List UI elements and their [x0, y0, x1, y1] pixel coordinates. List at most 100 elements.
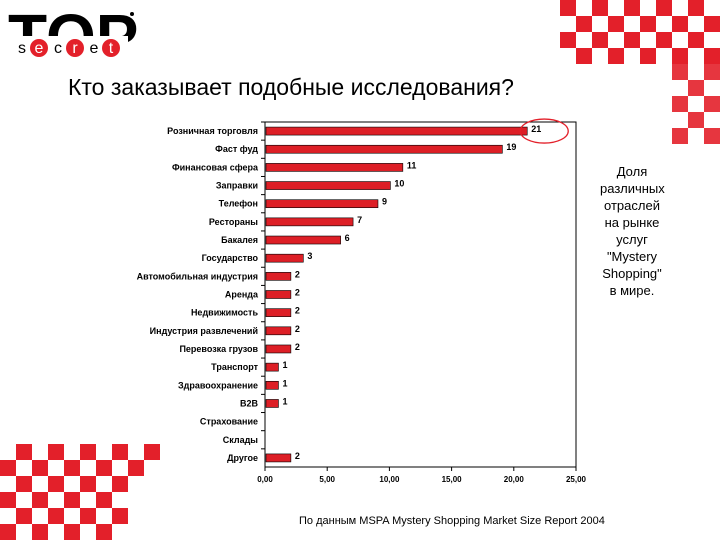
value-label: 6 [345, 233, 350, 243]
checker-square [96, 524, 112, 540]
checker-square [16, 476, 32, 492]
logo-letter: e [90, 40, 99, 57]
value-label: 2 [295, 269, 300, 279]
checker-square [592, 0, 608, 16]
checker-square [640, 48, 656, 64]
checker-square [32, 492, 48, 508]
checker-square [688, 0, 704, 16]
checker-square [0, 492, 16, 508]
bar [265, 144, 503, 154]
source-note: По данным MSPA Mystery Shopping Market S… [299, 515, 605, 527]
checker-square [48, 476, 64, 492]
checker-square [656, 0, 672, 16]
bar [265, 399, 279, 408]
checker-square [96, 460, 112, 476]
category-label: Склады [223, 435, 259, 445]
checker-square [576, 16, 592, 32]
category-label: Государство [202, 253, 259, 263]
checker-square [16, 444, 32, 460]
bar [265, 126, 528, 136]
side-note: Доля различных отраслей на рынке услуг "… [600, 164, 665, 298]
logo-letter: e [35, 40, 44, 57]
checker-square [80, 508, 96, 524]
bar [265, 235, 341, 245]
x-tick-label: 15,00 [442, 475, 463, 484]
category-label: Страхование [200, 417, 258, 427]
checker-square [688, 112, 704, 128]
value-label: 9 [382, 197, 387, 207]
checker-square [80, 444, 96, 460]
checker-square [48, 444, 64, 460]
checker-square [672, 64, 688, 80]
value-label: 7 [357, 215, 362, 225]
value-label: 2 [295, 288, 300, 298]
checker-square [624, 0, 640, 16]
checker-square [576, 48, 592, 64]
bar [265, 362, 279, 372]
logo-letter: t [109, 40, 114, 57]
checker-square [704, 96, 720, 112]
value-label: 1 [282, 396, 287, 406]
logo-letter-circle [30, 39, 48, 57]
checker-square [112, 476, 128, 492]
checker-square [560, 0, 576, 16]
x-tick-label: 10,00 [379, 475, 400, 484]
category-label: Фаст фуд [215, 144, 258, 154]
category-label: Транспорт [211, 362, 258, 372]
category-label: Другое [227, 453, 258, 463]
x-tick-label: 5,00 [319, 475, 335, 484]
value-label: 19 [506, 142, 516, 152]
checker-square [688, 80, 704, 96]
slide-title: Кто заказывает подобные исследования? [68, 74, 514, 100]
bar [265, 199, 379, 209]
checker-square [64, 492, 80, 508]
checker-square [704, 128, 720, 144]
logo-letter: r [72, 40, 78, 57]
checker-square [112, 508, 128, 524]
category-label: Здравоохранение [178, 380, 258, 390]
checker-square [608, 16, 624, 32]
highlight-ellipse [519, 118, 569, 144]
checker-square [16, 508, 32, 524]
checker-square [80, 476, 96, 492]
checker-square [704, 16, 720, 32]
category-label: Розничная торговля [167, 126, 258, 136]
checker-square [96, 492, 112, 508]
checker-square [64, 460, 80, 476]
checker-square [112, 444, 128, 460]
checker-square [688, 32, 704, 48]
checker-square [64, 524, 80, 540]
bar [265, 272, 292, 281]
value-label: 10 [394, 179, 404, 189]
bar [265, 380, 279, 390]
bar [265, 217, 354, 227]
checker-square [32, 524, 48, 540]
plot-frame [264, 121, 577, 468]
value-label: 1 [282, 360, 287, 370]
bar [265, 253, 304, 263]
logo-letter: c [54, 40, 62, 57]
value-label: 2 [295, 342, 300, 352]
logo-letter-circle [102, 39, 120, 57]
checker-square [640, 16, 656, 32]
value-label: 2 [295, 451, 300, 461]
checker-square [704, 64, 720, 80]
checker-square [0, 460, 16, 476]
x-tick-label: 20,00 [504, 475, 525, 484]
bar [265, 163, 404, 172]
checker-square [608, 48, 624, 64]
checker-square [560, 32, 576, 48]
bar [265, 344, 292, 354]
checker-square [32, 460, 48, 476]
category-label: Бакалея [221, 235, 258, 245]
checker-square [592, 32, 608, 48]
x-tick-label: 25,00 [566, 475, 587, 484]
category-label: Рестораны [209, 217, 258, 227]
category-label: Заправки [216, 181, 258, 191]
bar [265, 290, 292, 299]
checker-square [704, 48, 720, 64]
checker-square [144, 444, 160, 460]
